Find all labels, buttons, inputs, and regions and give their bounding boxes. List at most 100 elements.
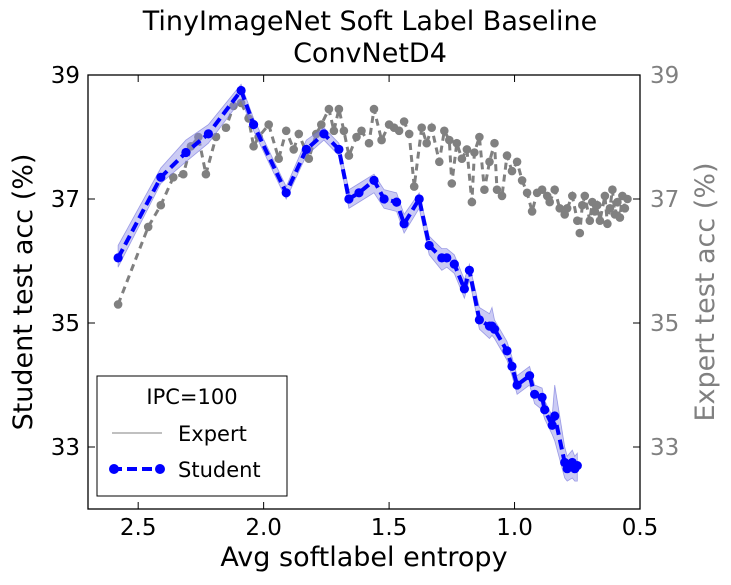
expert-point bbox=[593, 200, 602, 210]
student-point bbox=[399, 219, 409, 229]
expert-point bbox=[475, 132, 484, 142]
expert-point bbox=[344, 151, 354, 160]
expert-point bbox=[249, 142, 258, 151]
expert-point bbox=[156, 200, 166, 210]
student-point bbox=[301, 144, 311, 154]
student-point bbox=[414, 194, 424, 204]
expert-point bbox=[377, 135, 386, 145]
expert-point bbox=[497, 191, 507, 201]
x-tick-label: 1.5 bbox=[371, 515, 408, 541]
expert-point bbox=[169, 173, 178, 182]
expert-point bbox=[317, 120, 326, 129]
expert-point bbox=[568, 191, 577, 201]
legend-student-marker-left bbox=[109, 464, 119, 474]
expert-point bbox=[623, 194, 632, 204]
expert-point bbox=[462, 145, 472, 154]
student-point bbox=[537, 392, 547, 402]
student-point bbox=[512, 380, 522, 390]
expert-point bbox=[404, 129, 414, 139]
student-point bbox=[547, 420, 557, 430]
y2-tick-label: 35 bbox=[650, 311, 679, 337]
student-point bbox=[354, 188, 364, 198]
expert-point bbox=[221, 123, 231, 132]
student-point bbox=[392, 197, 402, 207]
student-point bbox=[525, 371, 535, 381]
expert-point bbox=[201, 169, 211, 179]
student-point bbox=[562, 464, 572, 474]
student-point bbox=[281, 188, 291, 198]
expert-point bbox=[324, 104, 334, 114]
expert-point bbox=[600, 191, 610, 201]
expert-point bbox=[585, 216, 595, 225]
student-point bbox=[249, 120, 259, 130]
legend-student-marker-right bbox=[155, 464, 165, 474]
expert-point bbox=[603, 219, 612, 229]
y2-tick-label: 33 bbox=[650, 435, 679, 461]
expert-point bbox=[364, 138, 374, 148]
student-point bbox=[369, 175, 379, 185]
x-tick-label: 2.0 bbox=[245, 515, 282, 541]
expert-point bbox=[179, 169, 188, 179]
expert-point bbox=[512, 157, 522, 167]
expert-point bbox=[562, 204, 572, 213]
expert-point bbox=[605, 204, 615, 213]
expert-point bbox=[143, 222, 153, 232]
expert-point bbox=[409, 182, 419, 191]
expert-point bbox=[615, 213, 625, 222]
student-point bbox=[424, 240, 434, 251]
student-point bbox=[113, 253, 123, 263]
expert-point bbox=[274, 154, 284, 163]
legend-title: IPC=100 bbox=[146, 385, 237, 409]
expert-point bbox=[485, 157, 494, 167]
student-point bbox=[540, 405, 550, 415]
x-axis-label: Avg softlabel entropy bbox=[220, 542, 507, 573]
expert-point bbox=[289, 145, 299, 154]
expert-point bbox=[522, 188, 532, 198]
x-tick-label: 1.0 bbox=[496, 515, 533, 541]
y2-tick-label: 39 bbox=[650, 63, 679, 89]
y2-axis-label: Expert test acc (%) bbox=[690, 162, 721, 421]
expert-point bbox=[435, 157, 444, 167]
expert-point bbox=[575, 228, 585, 238]
legend-student-label: Student bbox=[178, 458, 261, 482]
expert-point bbox=[445, 135, 454, 145]
legend-expert-label: Expert bbox=[178, 422, 247, 446]
student-point bbox=[334, 144, 344, 154]
expert-point bbox=[334, 104, 344, 114]
expert-point bbox=[427, 123, 437, 132]
expert-point bbox=[440, 126, 449, 136]
y-tick-label: 37 bbox=[51, 187, 80, 213]
expert-point bbox=[422, 138, 432, 148]
chart-subtitle: ConvNetD4 bbox=[293, 38, 447, 69]
x-tick-label: 2.5 bbox=[120, 515, 157, 541]
expert-point bbox=[467, 197, 477, 207]
expert-point bbox=[281, 126, 291, 136]
expert-point bbox=[352, 132, 361, 142]
expert-point bbox=[399, 117, 409, 126]
expert-point bbox=[550, 185, 559, 194]
axes: 2.5 2.0 1.5 1.0 0.5 33 35 37 39 33 35 37 39 bbox=[51, 63, 680, 541]
student-point bbox=[344, 194, 354, 204]
student-point bbox=[502, 346, 512, 356]
expert-point bbox=[457, 154, 467, 163]
legend-box bbox=[96, 375, 288, 497]
expert-point bbox=[452, 138, 462, 148]
student-confidence-band bbox=[117, 83, 578, 482]
expert-point bbox=[304, 154, 314, 163]
expert-point bbox=[229, 101, 238, 111]
expert-point bbox=[113, 300, 123, 309]
student-point bbox=[449, 259, 459, 269]
student-point bbox=[319, 129, 329, 139]
student-point bbox=[489, 324, 500, 334]
expert-point bbox=[578, 200, 587, 210]
y2-tick-label: 37 bbox=[650, 187, 679, 213]
student-point bbox=[530, 389, 540, 399]
y-tick-label: 35 bbox=[51, 311, 80, 337]
expert-point bbox=[480, 185, 489, 194]
expert-point bbox=[294, 129, 304, 139]
expert-point bbox=[490, 138, 499, 148]
expert-point bbox=[595, 216, 605, 225]
student-point bbox=[507, 361, 517, 371]
student-point bbox=[156, 172, 166, 182]
